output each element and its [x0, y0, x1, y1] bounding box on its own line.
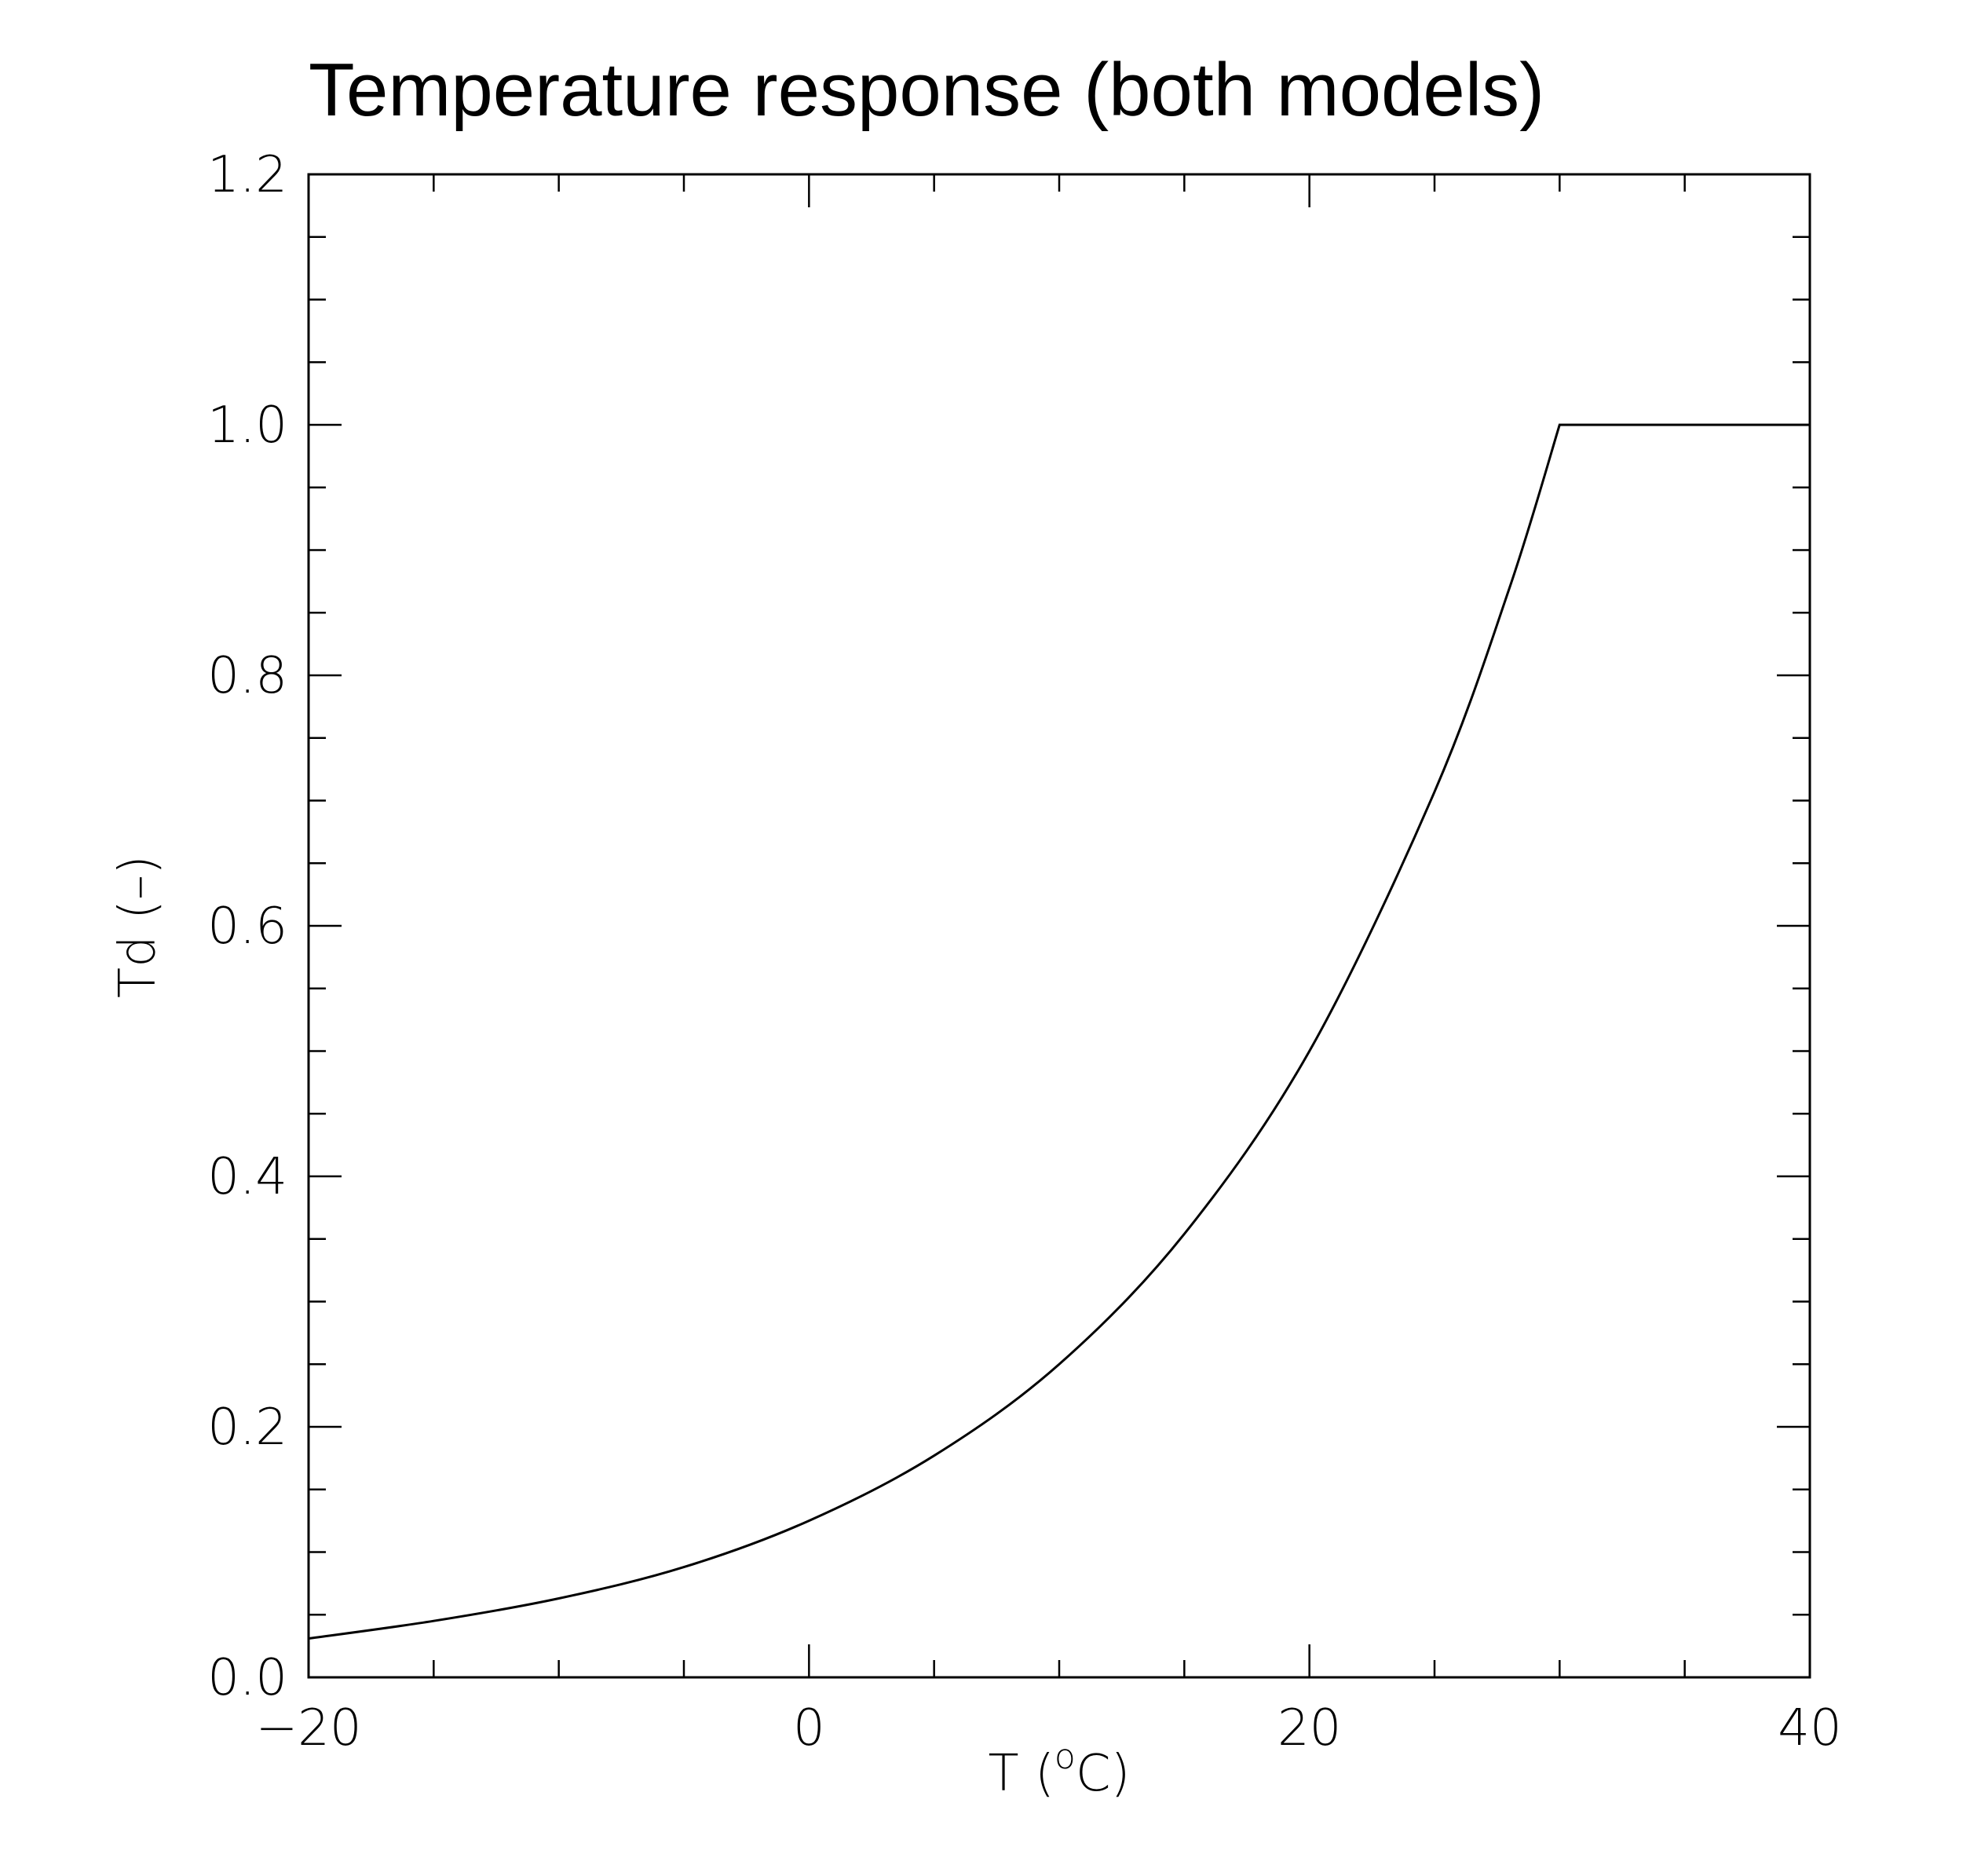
x-axis-label-main: T ( — [989, 1745, 1054, 1803]
y-tick-label: 1.2 — [207, 146, 287, 204]
tick-labels: −20 0 20 40 0.0 0.2 0.4 0.6 0.8 1.0 1.2 — [207, 146, 1842, 1757]
series-line — [308, 423, 1810, 1640]
x-axis-label-superscript: o — [1054, 1737, 1076, 1777]
x-tick-label: −20 — [255, 1699, 361, 1757]
chart-title: Temperature response (both models) — [309, 48, 1544, 132]
x-tick-label: 0 — [793, 1699, 825, 1757]
x-axis-label: T (oC) — [989, 1737, 1131, 1803]
x-axis-label-end: C) — [1076, 1745, 1131, 1803]
y-tick-label: 0.6 — [207, 898, 287, 956]
y-tick-label: 0.4 — [207, 1148, 287, 1206]
y-tick-label: 0.8 — [207, 647, 287, 705]
y-tick-label: 1.0 — [207, 397, 287, 455]
y-tick-label: 0.2 — [207, 1399, 287, 1457]
plot-frame — [307, 173, 1811, 1679]
x-tick-label: 20 — [1277, 1699, 1341, 1757]
x-tick-label: 40 — [1778, 1699, 1841, 1757]
y-tick-label: 0.0 — [207, 1649, 287, 1707]
y-axis-label: Td (–) — [109, 855, 167, 998]
